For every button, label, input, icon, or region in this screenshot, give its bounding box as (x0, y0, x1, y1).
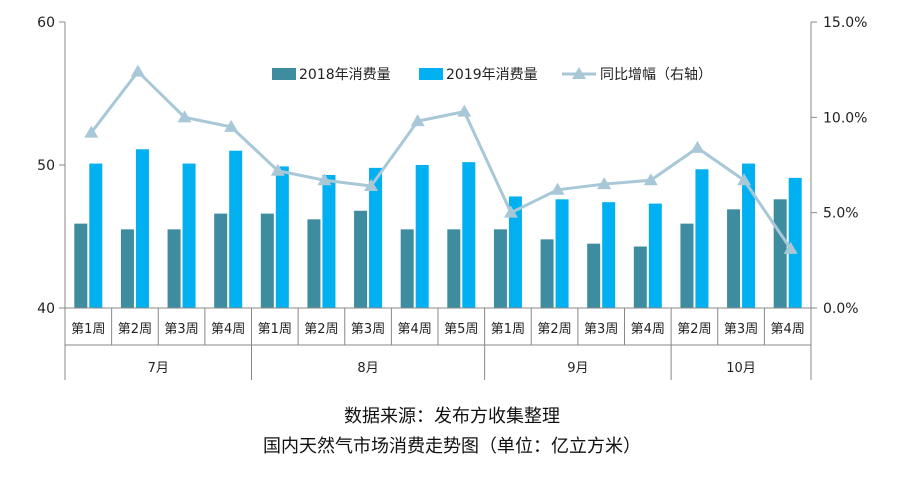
bar-2018 (540, 239, 554, 308)
right-axis-tick-label: 5.0% (823, 206, 859, 222)
bar-2018 (120, 229, 134, 308)
legend-label-2019: 2019年消费量 (446, 67, 538, 83)
category-label: 第5周 (444, 322, 478, 337)
bar-2019 (462, 162, 476, 308)
legend-label-growth: 同比增幅（右轴） (600, 67, 712, 83)
month-group-label: 8月 (357, 361, 378, 376)
bar-2019 (182, 163, 196, 308)
bar-2018 (587, 243, 601, 308)
category-label: 第1周 (258, 322, 292, 337)
bar-2018 (260, 213, 274, 308)
growth-line-marker (410, 114, 425, 127)
growth-line-marker (737, 173, 752, 186)
growth-line-marker (317, 173, 332, 186)
bar-2019 (89, 163, 103, 308)
category-label: 第3周 (584, 322, 618, 337)
category-label: 第2周 (677, 322, 711, 337)
category-label: 第4周 (631, 322, 665, 337)
bar-2019 (322, 175, 336, 308)
bar-2018 (74, 223, 88, 308)
legend-label-2018: 2018年消费量 (299, 67, 391, 83)
category-label: 第3周 (164, 322, 198, 337)
chart-bars (74, 149, 802, 308)
growth-line-marker (224, 119, 239, 132)
growth-line-marker (643, 173, 658, 186)
month-group-label: 7月 (148, 361, 169, 376)
bar-2019 (788, 177, 802, 308)
growth-line-marker (550, 182, 565, 195)
bar-2018 (214, 213, 228, 308)
growth-line-path (90, 69, 792, 250)
chart-title: 国内天然气市场消费走势图（单位：亿立方米） (263, 436, 641, 457)
legend: 2018年消费量 2019年消费量 同比增幅（右轴） (272, 67, 712, 83)
growth-line-marker (503, 205, 518, 218)
bar-2018 (167, 229, 181, 308)
category-label: 第1周 (491, 322, 525, 337)
legend-swatch-2019 (419, 68, 443, 80)
growth-line-marker (597, 177, 612, 190)
legend-swatch-2018 (272, 68, 296, 80)
category-label: 第2周 (537, 322, 571, 337)
month-group-label: 9月 (567, 361, 588, 376)
bar-2019 (135, 149, 149, 308)
bar-2019 (602, 202, 616, 308)
growth-line (84, 64, 798, 254)
bar-2018 (493, 229, 507, 308)
growth-line-marker (270, 163, 285, 176)
bar-2018 (680, 223, 694, 308)
bar-2019 (555, 199, 569, 308)
right-axis-tick-label: 10.0% (823, 110, 867, 126)
bar-2019 (275, 166, 289, 308)
bar-2018 (727, 209, 741, 308)
legend-swatch-growth-marker (572, 67, 586, 79)
category-label: 第3周 (724, 322, 758, 337)
bar-2019 (369, 167, 383, 308)
right-axis-tick-label: 0.0% (823, 301, 859, 317)
bar-2019 (742, 163, 756, 308)
category-label: 第2周 (304, 322, 338, 337)
growth-line-marker (84, 125, 99, 138)
data-source-caption: 数据来源：发布方收集整理 (344, 406, 560, 427)
bar-2018 (633, 246, 647, 308)
growth-line-marker (364, 178, 379, 191)
month-group-label: 10月 (726, 361, 756, 376)
right-axis-tick-label: 15.0% (823, 15, 867, 31)
growth-line-marker (690, 140, 705, 153)
growth-line-marker (177, 110, 192, 123)
growth-line-marker (783, 241, 798, 254)
category-label: 第4周 (771, 322, 805, 337)
growth-line-marker (130, 64, 145, 77)
left-axis-tick-label: 50 (37, 158, 55, 174)
bar-2019 (415, 165, 429, 308)
category-label: 第3周 (351, 322, 385, 337)
category-label: 第2周 (118, 322, 152, 337)
bar-2019 (508, 196, 522, 308)
left-axis-tick-label: 40 (37, 301, 55, 317)
bar-2019 (648, 203, 662, 308)
left-axis-tick-label: 60 (37, 15, 55, 31)
bar-2018 (307, 219, 321, 308)
growth-line-marker (457, 104, 472, 117)
bar-2018 (400, 229, 414, 308)
bar-2018 (354, 210, 368, 308)
chart-axes: 60 50 40 15.0% 10.0% 5.0% 0.0% (37, 15, 867, 380)
bar-2019 (229, 150, 243, 308)
category-label: 第4周 (211, 322, 245, 337)
category-axis: 第1周 第2周 第3周 第4周 第1周 第2周 第3周 第4周 第5周 第1周 第2周 第3周 第4周第… (65, 307, 811, 380)
category-label: 第4周 (398, 322, 432, 337)
bar-2018 (447, 229, 461, 308)
category-label: 第1周 (71, 322, 105, 337)
bar-2019 (695, 169, 709, 308)
